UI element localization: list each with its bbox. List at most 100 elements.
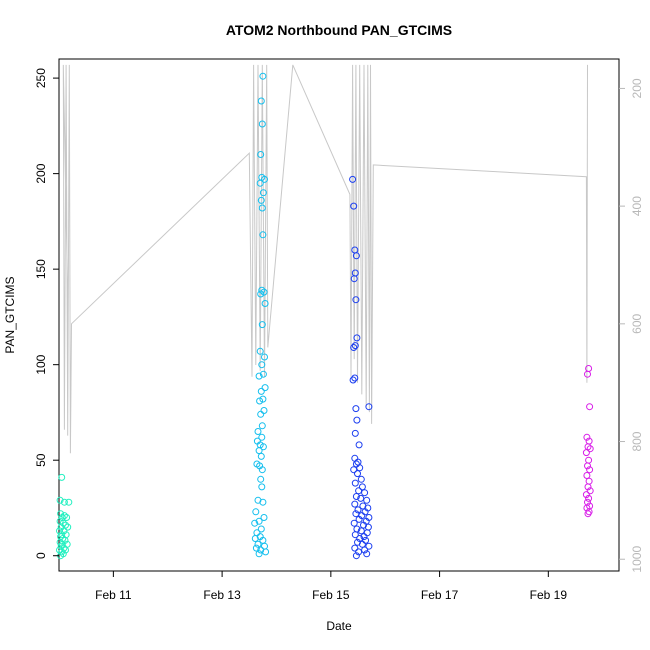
data-point: [56, 538, 64, 546]
y2-tick-label: 800: [630, 431, 644, 451]
x-tick-label: Feb 19: [530, 588, 568, 602]
data-point: [257, 410, 265, 418]
data-point: [262, 548, 270, 556]
points-layer: [56, 72, 594, 560]
data-point: [357, 494, 365, 502]
data-point: [257, 151, 265, 158]
data-point: [258, 466, 266, 474]
data-point: [361, 489, 369, 497]
data-point: [582, 491, 590, 499]
data-point: [259, 370, 267, 378]
y2-tick-label: 1000: [630, 546, 644, 573]
data-point: [585, 456, 593, 464]
data-point: [60, 527, 68, 535]
y-tick-label: 100: [34, 354, 48, 374]
data-point: [260, 407, 268, 414]
data-point: [58, 473, 66, 481]
data-point: [355, 515, 363, 523]
data-point: [583, 472, 591, 479]
data-point: [350, 344, 358, 351]
secondary-series-line: [62, 64, 588, 454]
y2-tick-label: 200: [630, 78, 644, 98]
data-point: [351, 500, 359, 508]
data-point: [583, 433, 591, 441]
data-point: [261, 175, 268, 183]
data-point: [254, 540, 262, 548]
data-point: [253, 529, 261, 537]
data-point: [363, 550, 371, 558]
data-point: [360, 533, 368, 541]
data-point: [255, 372, 263, 380]
data-point: [259, 189, 267, 197]
data-point: [252, 508, 260, 516]
x-tick-label: Feb 13: [203, 588, 241, 602]
data-point: [586, 487, 594, 495]
data-point: [586, 445, 594, 453]
data-point: [258, 120, 266, 128]
data-point: [352, 493, 360, 500]
data-point: [351, 544, 359, 552]
data-point: [257, 452, 265, 460]
data-point: [258, 483, 266, 491]
data-point: [365, 542, 373, 550]
data-point: [361, 546, 369, 554]
y-axis-label: PAN_GTCIMS: [3, 276, 17, 353]
data-point: [258, 204, 266, 212]
data-point: [363, 496, 371, 504]
data-point: [585, 477, 593, 485]
data-point: [584, 483, 592, 491]
data-point: [258, 321, 266, 329]
chart-title: ATOM2 Northbound PAN_GTCIMS: [226, 22, 452, 38]
data-point: [257, 387, 265, 395]
x-tick-label: Feb 15: [312, 588, 350, 602]
data-point: [256, 397, 264, 405]
data-point: [260, 514, 268, 521]
data-point: [354, 458, 362, 466]
data-point: [350, 466, 358, 474]
data-point: [351, 429, 359, 437]
data-point: [352, 460, 360, 468]
data-point: [259, 498, 267, 506]
data-point: [63, 514, 71, 521]
data-point: [582, 449, 590, 457]
data-point: [586, 466, 594, 474]
y2-tick-label: 600: [630, 313, 644, 333]
y-tick-label: 0: [34, 552, 48, 559]
data-point: [255, 447, 263, 455]
data-point: [352, 552, 360, 560]
y-tick-label: 50: [34, 453, 48, 467]
data-point: [255, 517, 263, 525]
y-tick-label: 200: [34, 163, 48, 183]
data-point: [363, 529, 371, 537]
data-point: [353, 416, 361, 424]
data-point: [351, 454, 359, 462]
y-tick-label: 250: [34, 68, 48, 88]
data-point: [351, 479, 359, 487]
x-tick-label: Feb 17: [421, 588, 459, 602]
data-point: [257, 475, 265, 483]
y-axis: 0 50 100 150 200 250: [34, 68, 59, 559]
data-point: [351, 374, 359, 382]
data-point: [251, 519, 259, 527]
data-point: [584, 462, 591, 470]
data-point: [352, 405, 360, 413]
data-point: [257, 97, 265, 105]
data-point: [259, 72, 267, 80]
y2-tick-label: 400: [630, 196, 644, 216]
x-tick-label: Feb 11: [95, 588, 132, 602]
data-point: [261, 542, 268, 550]
data-point: [64, 523, 72, 531]
data-point: [257, 196, 265, 204]
data-point: [354, 506, 362, 514]
data-point: [357, 527, 365, 535]
data-point: [59, 519, 67, 527]
data-point: [355, 548, 363, 556]
data-point: [257, 290, 265, 298]
data-point: [349, 376, 357, 384]
data-point: [261, 384, 269, 392]
data-point: [350, 275, 358, 283]
data-point: [251, 535, 259, 542]
data-point: [351, 342, 359, 350]
data-point: [354, 470, 361, 478]
